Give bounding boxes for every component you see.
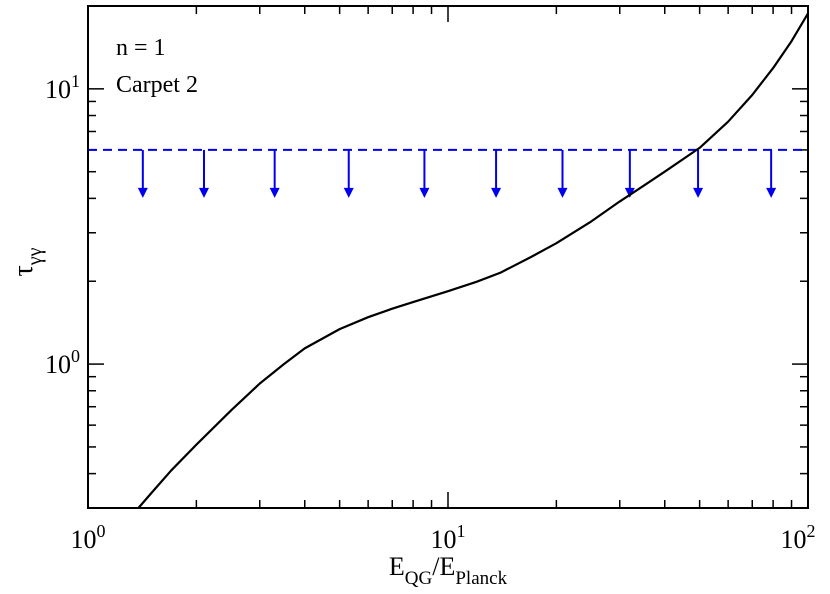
limit-arrow-head	[491, 187, 502, 198]
tau-curve	[137, 12, 809, 509]
x-tick-label: 102	[781, 521, 816, 554]
y-tick-label: 101	[45, 71, 80, 104]
y-axis-label-sub: γγ	[24, 247, 46, 266]
upper-limit-series	[88, 148, 808, 198]
x-tick-label: 100	[71, 521, 106, 554]
y-axis-label-main: τ	[8, 265, 39, 276]
y-axis-label: τγγ	[8, 247, 46, 276]
x-axis-label-sub2: Planck	[455, 568, 507, 589]
x-axis-label-sub1: QG	[405, 568, 433, 589]
limit-arrow-head	[137, 187, 148, 198]
limit-arrow-head	[343, 187, 354, 198]
limit-arrow-head	[198, 187, 209, 198]
limit-arrow-head	[693, 187, 704, 198]
y-tick-label: 100	[45, 346, 80, 379]
annotation-carpet: Carpet 2	[116, 72, 198, 98]
limit-arrow-head	[557, 187, 568, 198]
limit-arrow-head	[419, 187, 430, 198]
tau-curve-series	[137, 12, 809, 509]
limit-arrow-head	[766, 187, 777, 198]
limit-arrow-head	[269, 187, 280, 198]
y-tick-labels: 100 101	[45, 71, 80, 379]
x-tick-labels: 100 101 102	[71, 521, 816, 554]
x-axis-label: EQG/EPlanck	[389, 552, 508, 589]
annotation-n: n = 1	[116, 35, 166, 61]
limit-arrow-head	[624, 187, 635, 198]
x-tick-label: 101	[431, 521, 466, 554]
x-axis-label-main: E	[389, 552, 405, 581]
plot-frame	[87, 5, 809, 509]
x-axis-label-slash: /E	[432, 552, 455, 581]
